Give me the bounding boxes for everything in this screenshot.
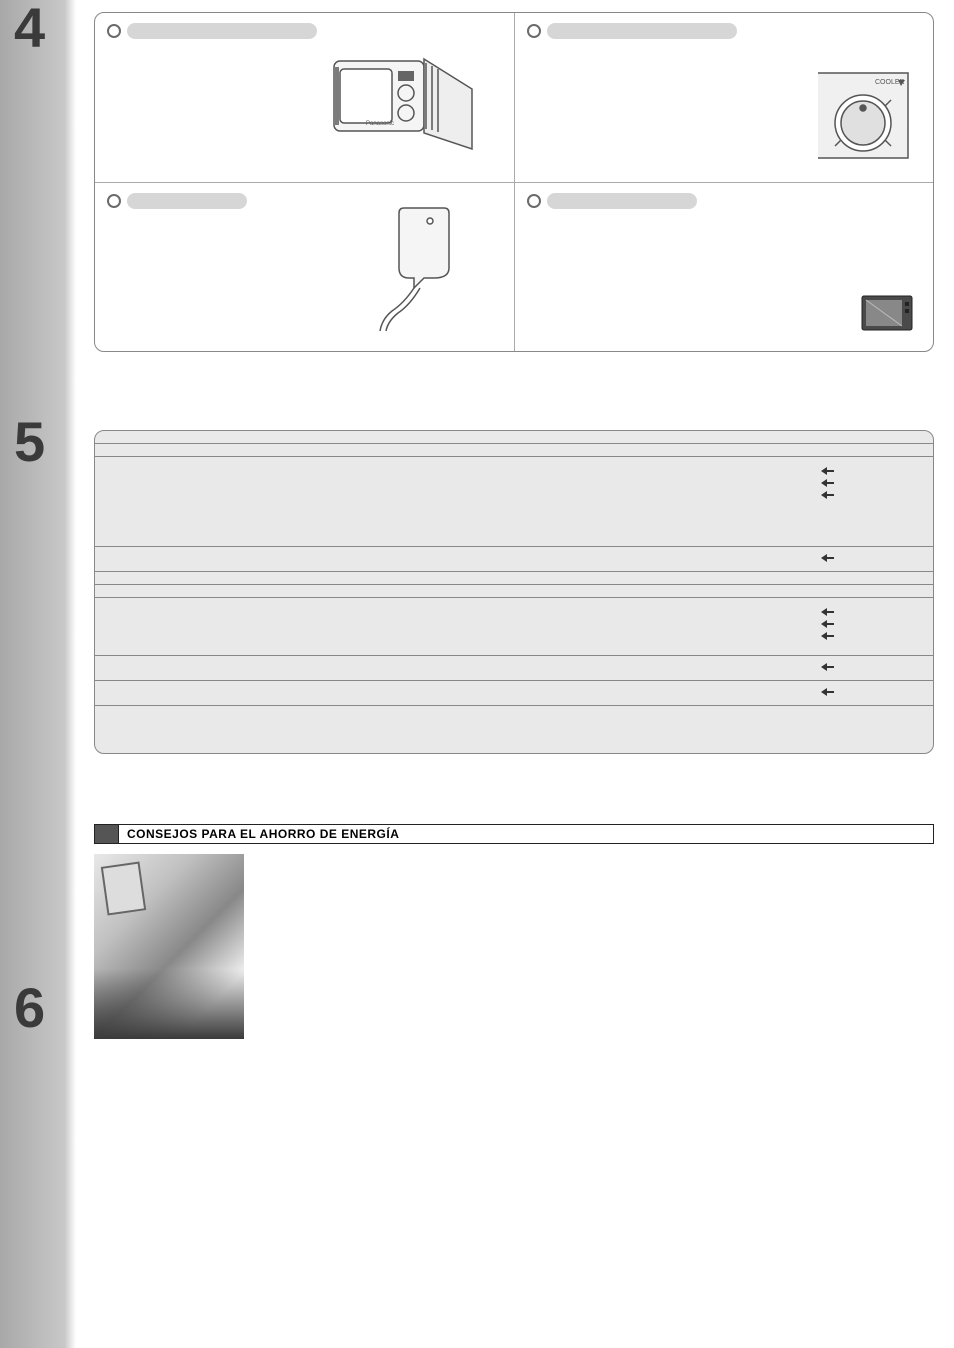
arrow-left-icon <box>821 632 835 640</box>
table-row <box>95 655 933 680</box>
section-number-5: 5 <box>14 414 45 470</box>
arrow-left-icon <box>821 608 835 616</box>
arrow-left-icon <box>821 491 835 499</box>
page-sidebar: 4 5 6 <box>0 0 76 1348</box>
section5-spec-table <box>94 430 934 754</box>
redacted-label <box>127 23 317 39</box>
table-row <box>95 705 933 753</box>
table-row <box>95 431 933 443</box>
arrow-left-icon <box>821 663 835 671</box>
tv-icon <box>861 295 913 331</box>
section-number-4: 4 <box>14 0 45 56</box>
bullet-icon <box>107 24 121 38</box>
bullet-icon <box>107 194 121 208</box>
table-row <box>95 597 933 655</box>
redacted-label <box>127 193 247 209</box>
table-row <box>95 546 933 571</box>
headline-text: CONSEJOS PARA EL AHORRO DE ENERGÍA <box>119 825 933 843</box>
microwave-illustration: Panasonic <box>314 41 484 161</box>
arrow-left-icon <box>821 554 835 562</box>
arrow-left-icon <box>821 620 835 628</box>
dial-illustration: COOLER <box>813 68 913 163</box>
arrow-left-icon <box>821 479 835 487</box>
section6-headline: CONSEJOS PARA EL AHORRO DE ENERGÍA <box>94 824 934 844</box>
section6-photo <box>94 854 244 1039</box>
quad-cell-tv <box>515 183 934 352</box>
table-row <box>95 571 933 584</box>
section-number-6: 6 <box>14 980 45 1036</box>
redacted-label <box>547 193 697 209</box>
redacted-label <box>547 23 737 39</box>
table-row <box>95 584 933 597</box>
quad-cell-microwave: Panasonic <box>95 13 515 182</box>
bullet-icon <box>527 194 541 208</box>
table-row <box>95 680 933 705</box>
section4-quadrant: Panasonic <box>94 12 934 352</box>
svg-text:Panasonic: Panasonic <box>366 121 394 127</box>
page-content: Panasonic <box>76 0 954 1348</box>
quad-cell-dial: COOLER <box>515 13 934 182</box>
table-row <box>95 456 933 546</box>
plug-illustration <box>374 193 474 333</box>
bullet-icon <box>527 24 541 38</box>
quad-cell-plug <box>95 183 515 352</box>
table-row <box>95 443 933 456</box>
headline-square-icon <box>95 825 119 843</box>
arrow-left-icon <box>821 467 835 475</box>
arrow-left-icon <box>821 688 835 696</box>
